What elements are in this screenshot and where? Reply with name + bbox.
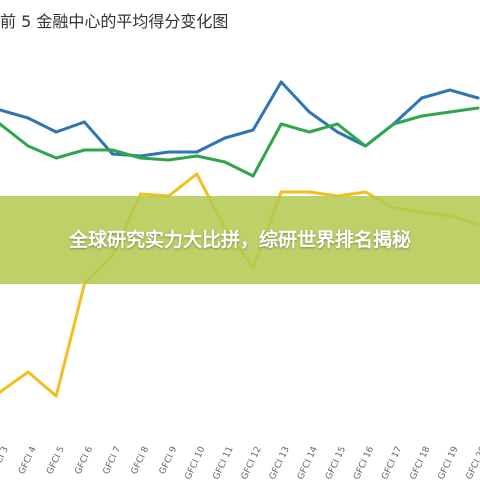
series-2-point <box>335 122 339 126</box>
series-2-point <box>307 130 311 134</box>
series-2-point <box>251 174 255 178</box>
series-1-point <box>54 130 58 134</box>
series-2-point <box>448 110 452 114</box>
x-tick-label: GFCI 17 <box>380 445 404 480</box>
series-1-point <box>251 128 255 132</box>
series-1-line <box>0 80 480 158</box>
x-tick-label: GFCI 20 <box>465 445 480 480</box>
series-1-point <box>476 96 480 100</box>
series-1-point <box>223 136 227 140</box>
series-3-point <box>307 190 311 194</box>
series-3-point <box>0 390 2 394</box>
series-1-point <box>307 110 311 114</box>
x-tick-label: GFCI 11 <box>212 445 236 480</box>
series-2-point <box>392 122 396 126</box>
series-2-point <box>82 148 86 152</box>
x-tick-label: GFCI 13 <box>268 445 292 480</box>
series-2-point <box>364 144 367 148</box>
series-2-point <box>420 114 424 118</box>
series-2-point <box>0 122 2 126</box>
x-axis-ticks: GFCI 3 GFCI 4 GFCI 5 GFCI 6 GFCI 7 GFCI 8 GFCI… <box>0 445 480 480</box>
series-1-point <box>0 108 2 112</box>
series-1-point <box>279 80 283 84</box>
series-1-point <box>420 96 424 100</box>
x-tick-label: GFCI 12 <box>240 445 264 480</box>
series-1-point <box>82 120 86 124</box>
series-3-point <box>26 370 30 374</box>
series-1-point <box>195 150 199 154</box>
x-tick-label: GFCI 4 <box>17 445 39 476</box>
series-2-point <box>139 156 143 160</box>
series-3-point <box>364 190 367 194</box>
x-tick-label: GFCI 10 <box>183 445 207 480</box>
x-tick-label: GFCI 7 <box>102 445 124 476</box>
x-tick-label: GFCI 16 <box>352 445 376 480</box>
series-2-point <box>111 148 114 152</box>
x-tick-label: GFCI 5 <box>45 445 67 476</box>
x-tick-label: GFCI 14 <box>296 445 320 480</box>
headline-banner[interactable]: 全球研究实力大比拼，综研世界排名揭秘 <box>0 196 480 284</box>
headline-text: 全球研究实力大比拼，综研世界排名揭秘 <box>68 229 411 251</box>
x-tick-label: GFCI 18 <box>408 445 432 480</box>
series-3-point <box>54 394 58 398</box>
series-1-point <box>448 88 452 92</box>
x-tick-label: GFCI 6 <box>74 445 96 476</box>
series-2-point <box>476 106 480 110</box>
series-1-point <box>111 152 114 156</box>
x-tick-label: GFCI 9 <box>158 445 180 476</box>
series-2-point <box>167 158 171 162</box>
series-2-point <box>223 160 227 164</box>
x-tick-label: GFCI 8 <box>130 445 152 476</box>
series-3-point <box>279 190 283 194</box>
series-1-point <box>335 130 339 134</box>
series-3-point <box>139 192 143 196</box>
chart-title: 前 5 金融中心的平均得分变化图 <box>0 12 229 31</box>
series-2 <box>0 106 480 178</box>
x-tick-label: GFCI 3 <box>0 445 11 476</box>
series-2-point <box>195 154 199 158</box>
series-2-line <box>0 106 480 178</box>
series-2-point <box>26 144 30 148</box>
series-1-point <box>167 150 171 154</box>
x-tick-label: GFCI 19 <box>437 445 461 480</box>
series-2-point <box>54 156 58 160</box>
series-1-point <box>26 116 30 120</box>
series-2-point <box>279 122 283 126</box>
x-tick-label: GFCI 15 <box>324 445 348 480</box>
series-3-point <box>195 172 199 176</box>
